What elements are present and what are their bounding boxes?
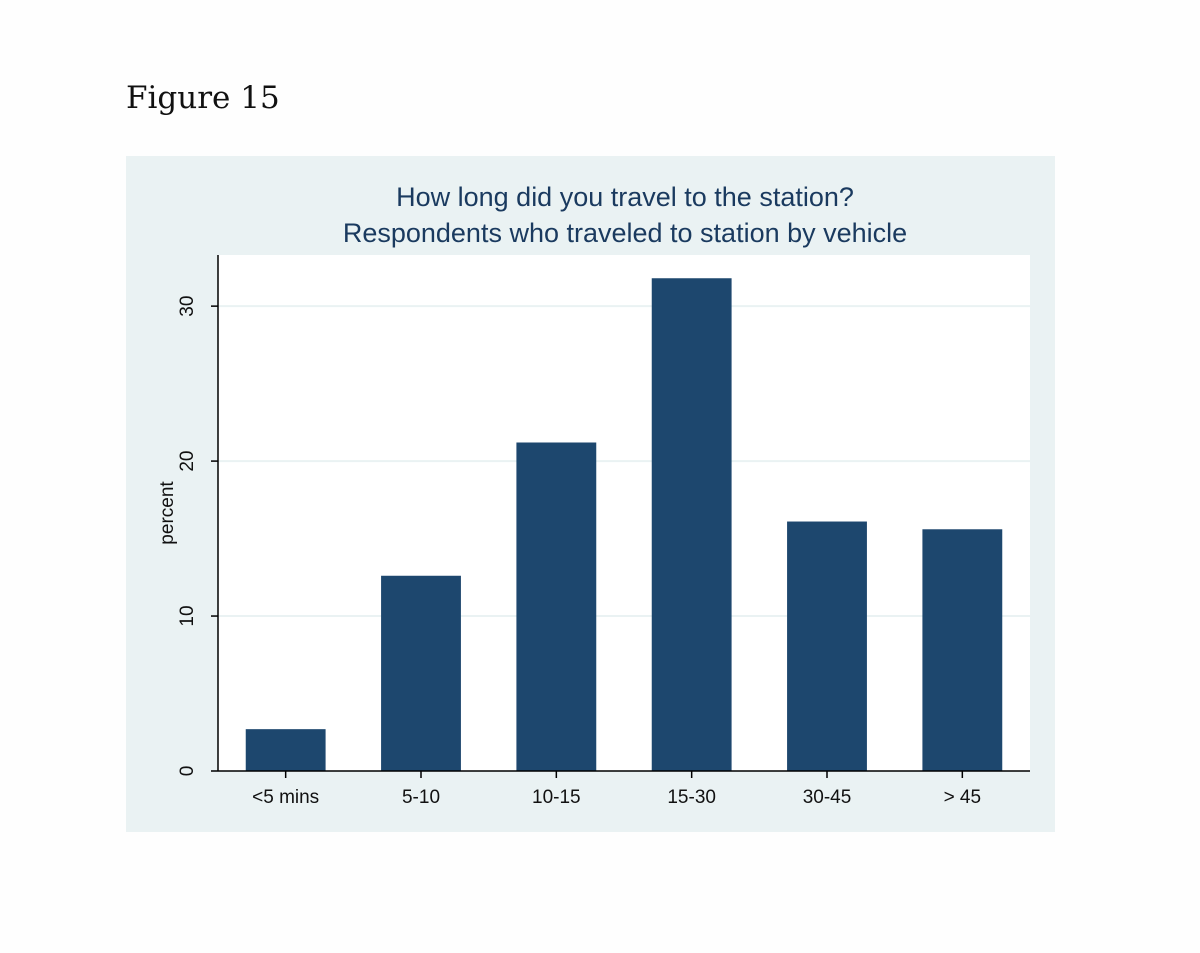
bars xyxy=(245,278,1003,771)
chart-subtitle: Respondents who traveled to station by v… xyxy=(343,218,907,248)
figure-caption: Figure 15 xyxy=(126,80,280,116)
x-tick-label: 5-10 xyxy=(402,787,440,808)
bar xyxy=(787,521,867,771)
gridlines xyxy=(218,305,1030,618)
x-tick-label: > 45 xyxy=(944,787,982,808)
x-ticks: <5 mins 5-10 10-15 15-30 30-45 > 45 xyxy=(252,771,981,808)
y-tick-label: 0 xyxy=(177,766,198,777)
y-ticks: 0 10 20 30 xyxy=(177,296,218,777)
bar xyxy=(245,729,326,771)
y-axis-label: percent xyxy=(157,481,178,545)
x-tick-label: 15-30 xyxy=(667,787,716,808)
plot-area xyxy=(218,255,1030,771)
x-tick-label: 10-15 xyxy=(532,787,581,808)
bar xyxy=(516,442,597,771)
chart-panel: How long did you travel to the station? … xyxy=(126,156,1055,832)
bar xyxy=(381,575,461,771)
bar-chart: How long did you travel to the station? … xyxy=(157,182,1030,808)
y-tick-label: 30 xyxy=(177,296,198,317)
bar xyxy=(922,529,1003,771)
x-tick-label: 30-45 xyxy=(803,787,852,808)
x-tick-label: <5 mins xyxy=(252,787,319,808)
bar xyxy=(651,278,732,771)
y-tick-label: 20 xyxy=(177,451,198,472)
y-tick-label: 10 xyxy=(177,605,198,626)
chart-title: How long did you travel to the station? xyxy=(396,182,854,212)
